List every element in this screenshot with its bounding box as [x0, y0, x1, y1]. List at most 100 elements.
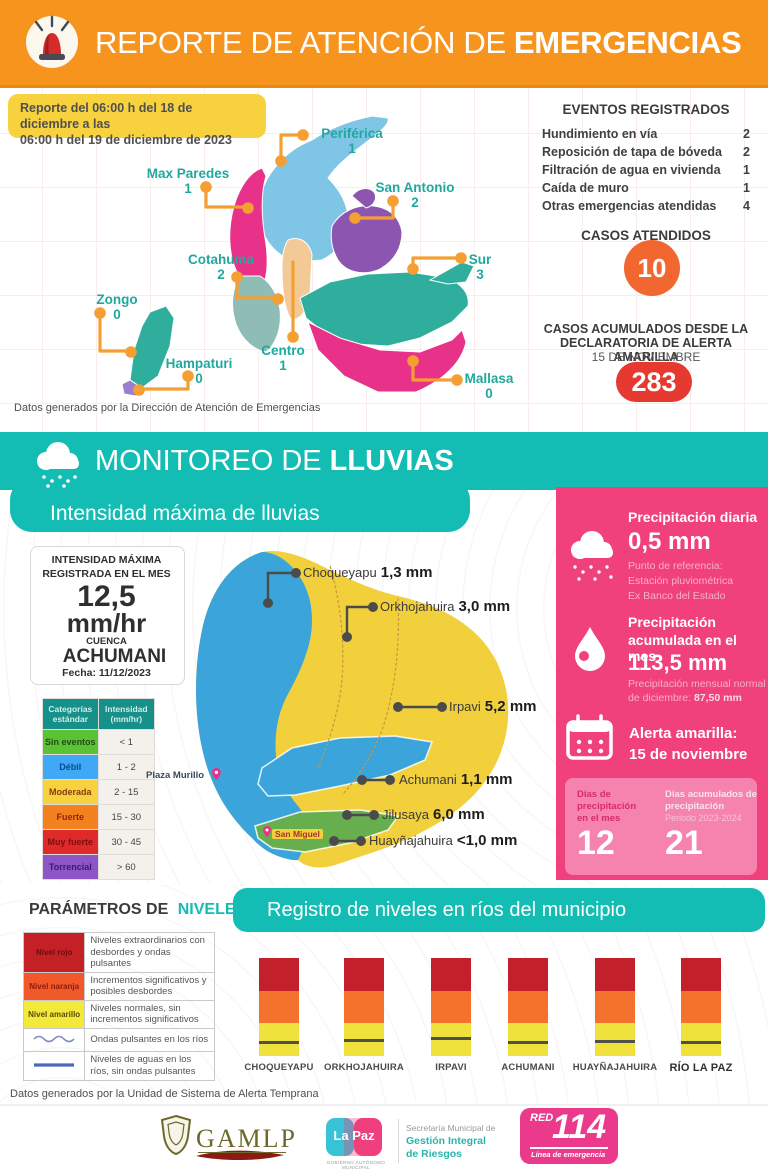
cat-header-1: Categorías estándar	[42, 698, 99, 730]
levels-legend: Nivel rojo Niveles extraordinarios con d…	[22, 932, 215, 1081]
alert-line1: Alerta amarilla:	[629, 725, 738, 742]
water-level-line	[431, 1036, 471, 1040]
map-pin-san-miguel	[263, 826, 271, 837]
basin-green-huaynajahuira	[254, 809, 400, 853]
river-levels-banner: Registro de niveles en ríos del municipi…	[233, 888, 765, 932]
raindrop-icon	[575, 627, 605, 671]
straight-line-icon	[22, 1050, 86, 1081]
legend-desc: Niveles de aguas en los ríos, sin ondas …	[84, 1050, 215, 1081]
report-period-line1: Reporte del 06:00 h del 18 de diciembre …	[20, 101, 193, 131]
basin-label-irpavi: Irpavi 5,2 mm	[449, 698, 537, 715]
header-bar	[0, 0, 768, 88]
district-label-hampaturi: Hampaturi 0	[165, 356, 233, 386]
max-intensity-box	[30, 546, 185, 685]
legend-red: Nivel rojo	[22, 932, 86, 973]
page-title-bold: EMERGENCIAS	[513, 24, 742, 60]
cat-row-label: Muy fuerte	[42, 829, 99, 855]
event-count: 2	[743, 145, 750, 159]
event-label: Reposición de tapa de bóveda	[542, 145, 722, 159]
district-map	[121, 115, 475, 397]
event-count: 1	[743, 163, 750, 177]
attended-title: CASOS ATENDIDOS	[581, 228, 711, 243]
calendar-icon	[566, 714, 613, 760]
basin-label-achumani: Achumani 1,1 mm	[399, 771, 513, 788]
river-label: HUAYÑAJAHUIRA	[572, 1062, 658, 1073]
daily-rain-icon	[571, 531, 613, 581]
normal-precip-line1: Precipitación mensual normal	[628, 678, 766, 690]
max-intensity-unit: mm/hr	[66, 608, 147, 638]
district-label-periferica: Periférica 1	[321, 126, 383, 156]
river-label: IRPAVI	[435, 1062, 467, 1073]
siren-icon	[26, 15, 78, 68]
red114-red-label: RED	[530, 1112, 554, 1124]
river-label: RÍO LA PAZ	[669, 1062, 733, 1074]
event-label: Filtración de agua en vivienda	[542, 163, 721, 177]
lapaz-logo-text: La Paz	[333, 1128, 375, 1143]
event-label: Caída de muro	[542, 181, 629, 195]
intensity-categories-table: Categorías estándar Intensidad (mm/hr) S…	[42, 698, 156, 880]
max-intensity-date: Fecha: 11/12/2023	[62, 667, 151, 679]
district-sanantonio	[330, 205, 403, 274]
days-accumulated-label: Días acumulados de precipitación	[665, 789, 757, 812]
legend-desc: Incrementos significativos y posibles de…	[84, 971, 215, 1001]
page-title-regular: REPORTE DE ATENCIÓN DE	[95, 24, 506, 60]
footer-divider	[0, 1104, 768, 1106]
basin-map	[196, 550, 509, 868]
basin-label-orkhojahuira: Orkhojahuira 3,0 mm	[380, 598, 511, 615]
event-count: 4	[743, 199, 750, 213]
daily-ref-line: Ex Banco del Estado	[628, 590, 726, 602]
basin-leaders	[263, 568, 448, 847]
cat-row-range: 15 - 30	[97, 804, 156, 830]
month-precip-value: 113,5 mm	[628, 650, 728, 675]
river-bar-choqueyapu	[259, 958, 299, 1056]
levels-source-note: Datos generados por la Unidad de Sistema…	[10, 1088, 319, 1100]
district-label-maxparedes: Max Paredes 1	[146, 166, 230, 196]
district-cotahuma	[232, 275, 281, 353]
basin-blue-achumani	[257, 735, 434, 797]
cat-row-label: Débil	[42, 754, 99, 780]
cat-row-label: Fuerte	[42, 804, 99, 830]
map-pin-plaza-murillo	[212, 768, 221, 781]
max-intensity-title2: REGISTRADA EN EL MES	[42, 568, 171, 580]
max-intensity-value: 12,5	[77, 580, 136, 613]
alert-line2: 15 de noviembre	[629, 746, 748, 763]
days-accumulated-period: Periodo 2023-2024	[665, 813, 742, 823]
cat-row-label: Torrencial	[42, 854, 99, 880]
intensity-banner-title: Intensidad máxima de lluvias	[50, 502, 320, 525]
event-label: Hundimiento en vía	[542, 127, 658, 141]
days-box	[565, 778, 757, 875]
event-label: Otras emergencias atendidas	[542, 199, 717, 213]
cat-row-range: 30 - 45	[97, 829, 156, 855]
secretaria-text: Secretaría Municipal de Gestión Integral…	[406, 1123, 496, 1160]
normal-precip-value: 87,50 mm	[693, 692, 742, 704]
cat-row-range: > 60	[97, 854, 156, 880]
river-label: ACHUMANI	[501, 1062, 555, 1073]
params-title: PARÁMETROS DE NIVELES	[29, 901, 247, 918]
cuenca-label: CUENCA	[86, 636, 127, 647]
cat-row-label: Moderada	[42, 779, 99, 805]
legend-yellow: Nivel amarillo	[22, 999, 86, 1029]
wavy-line-icon	[22, 1027, 86, 1052]
cat-header-2: Intensidad (mm/hr)	[97, 698, 156, 730]
district-label-sanantonio: San Antonio 2	[375, 180, 455, 210]
district-label-cotahuma: Cotahuma 2	[187, 252, 254, 282]
event-count: 2	[743, 127, 750, 141]
max-intensity-title1: INTENSIDAD MÁXIMA	[51, 554, 162, 566]
page-title: REPORTE DE ATENCIÓN DE EMERGENCIAS	[95, 0, 742, 85]
legend-orange: Nivel naranja	[22, 971, 86, 1001]
river-bar-orkhojahuira	[344, 958, 384, 1056]
legend-desc: Ondas pulsantes en los ríos	[84, 1027, 215, 1052]
cat-row-label: Sin eventos	[42, 729, 99, 755]
cuenca-name: ACHUMANI	[62, 646, 167, 667]
water-level-line	[681, 1040, 721, 1044]
daily-precip-value: 0,5 mm	[628, 528, 711, 555]
district-label-sur: Sur 3	[468, 252, 492, 282]
lapaz-logo-icon	[326, 1118, 382, 1156]
rain-band-title: MONITOREO DE LLUVIAS	[95, 444, 454, 477]
red114-subtitle: Línea de emergencia	[531, 1150, 606, 1159]
plaza-murillo-label: Plaza Murillo	[146, 770, 205, 781]
river-bar-riolapaz	[681, 958, 721, 1056]
river-bar-irpavi	[431, 958, 471, 1056]
